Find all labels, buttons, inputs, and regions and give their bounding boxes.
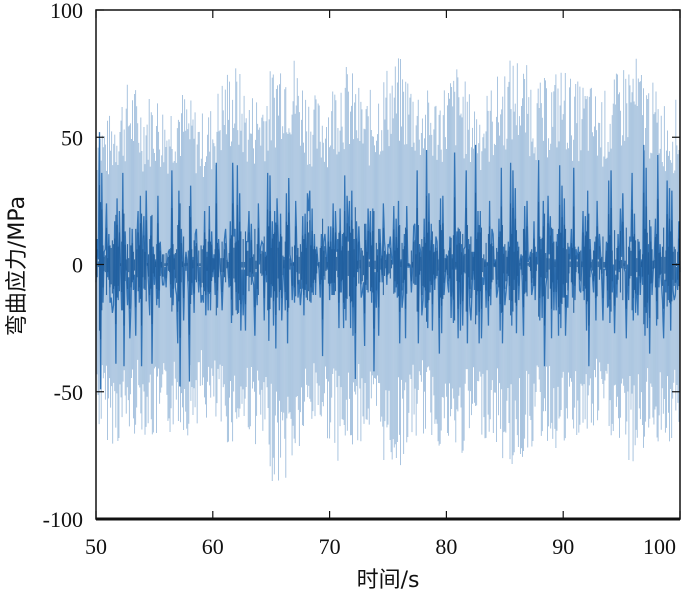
stress-signal-series: [95, 58, 681, 481]
x-axis-label: 时间/s: [357, 568, 420, 593]
x-tick-label: 100: [643, 534, 676, 559]
y-axis-label: 弯曲应力/MPa: [5, 196, 30, 336]
x-tick-labels: 50 60 70 80 90 100: [85, 534, 676, 559]
signal-core: [95, 185, 681, 340]
y-tick-label: -100: [43, 507, 83, 532]
x-tick-label: 70: [319, 534, 341, 559]
y-tick-label: 100: [50, 0, 83, 23]
axis-ticks: [95, 9, 681, 520]
x-tick-label: 50: [85, 534, 107, 559]
oscillation-peaks: [95, 58, 681, 481]
x-tick-label: 60: [202, 534, 224, 559]
y-tick-labels: 100 50 0 -50 -100: [43, 0, 83, 532]
y-tick-label: 0: [72, 253, 83, 278]
x-tick-label: 90: [552, 534, 574, 559]
x-tick-label: 80: [435, 534, 457, 559]
y-tick-label: -50: [54, 380, 83, 405]
y-tick-label: 50: [61, 125, 83, 150]
signal-line: [95, 132, 681, 390]
